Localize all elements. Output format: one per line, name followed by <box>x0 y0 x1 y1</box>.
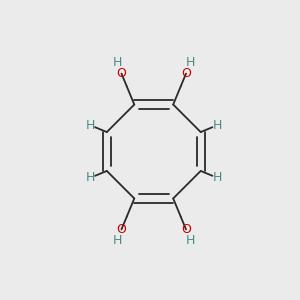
Text: O: O <box>116 223 126 236</box>
Text: H: H <box>86 171 95 184</box>
Text: H: H <box>86 119 95 132</box>
Text: O: O <box>116 67 126 80</box>
Text: H: H <box>112 56 122 69</box>
Text: H: H <box>112 234 122 247</box>
Text: O: O <box>181 223 191 236</box>
Text: H: H <box>212 119 222 132</box>
Text: O: O <box>181 67 191 80</box>
Text: H: H <box>186 234 195 247</box>
Text: H: H <box>186 56 195 69</box>
Text: H: H <box>212 171 222 184</box>
